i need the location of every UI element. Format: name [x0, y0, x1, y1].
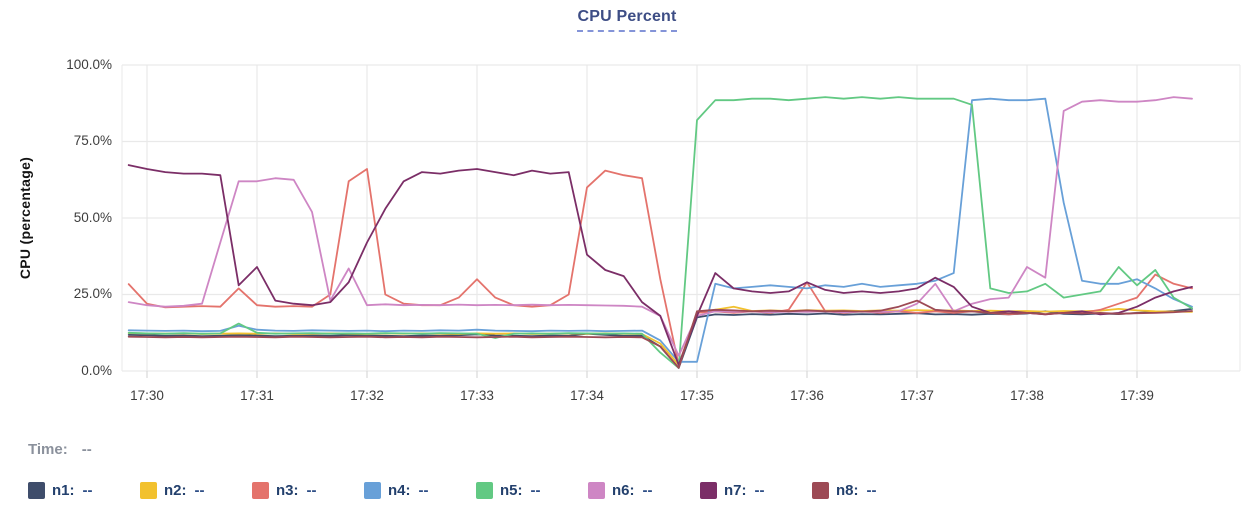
legend-label-n8: n8:: [836, 482, 859, 499]
x-tick-1735: 17:35: [680, 388, 714, 403]
x-tick-1738: 17:38: [1010, 388, 1044, 403]
y-tick-25: 25.0%: [73, 286, 112, 301]
x-tick-1736: 17:36: [790, 388, 824, 403]
legend-value-n5: --: [530, 482, 541, 499]
legend-swatch-n3: [252, 482, 269, 499]
y-tick-50: 50.0%: [73, 210, 112, 225]
x-tick-1737: 17:37: [900, 388, 934, 403]
x-tick-1732: 17:32: [350, 388, 384, 403]
y-tick-75: 75.0%: [73, 133, 112, 148]
legend-label-n1: n1:: [52, 482, 75, 499]
legend-label-n5: n5:: [500, 482, 523, 499]
series-line-n4: [127, 97, 1193, 363]
legend-value-n3: --: [306, 482, 317, 499]
legend-label-n4: n4:: [388, 482, 411, 499]
legend-item-n6[interactable]: n6: --: [588, 482, 700, 499]
chart-header: CPU Percent: [0, 8, 1254, 32]
chart-plot-area[interactable]: [0, 0, 1254, 425]
time-readout-value: --: [81, 441, 92, 458]
legend-swatch-n8: [812, 482, 829, 499]
legend-value-n1: --: [82, 482, 93, 499]
legend-swatch-n1: [28, 482, 45, 499]
time-readout-label: Time:: [28, 441, 68, 458]
series-line-n7: [127, 164, 1193, 366]
legend-item-n8[interactable]: n8: --: [812, 482, 924, 499]
legend-value-n6: --: [642, 482, 653, 499]
chart-legend: n1: -- n2: -- n3: -- n4: -- n5: -- n6: -…: [28, 482, 924, 499]
legend-value-n8: --: [866, 482, 877, 499]
x-tick-1734: 17:34: [570, 388, 604, 403]
y-tick-100: 100.0%: [66, 57, 112, 72]
legend-item-n4[interactable]: n4: --: [364, 482, 476, 499]
legend-label-n3: n3:: [276, 482, 299, 499]
legend-value-n4: --: [418, 482, 429, 499]
legend-label-n7: n7:: [724, 482, 747, 499]
legend-item-n1[interactable]: n1: --: [28, 482, 140, 499]
y-tick-0: 0.0%: [81, 363, 112, 378]
legend-swatch-n4: [364, 482, 381, 499]
x-tick-1739: 17:39: [1120, 388, 1154, 403]
legend-label-n6: n6:: [612, 482, 635, 499]
legend-label-n2: n2:: [164, 482, 187, 499]
legend-swatch-n5: [476, 482, 493, 499]
x-tick-1733: 17:33: [460, 388, 494, 403]
series-line-n8: [127, 299, 1193, 369]
legend-swatch-n6: [588, 482, 605, 499]
legend-swatch-n7: [700, 482, 717, 499]
legend-item-n2[interactable]: n2: --: [140, 482, 252, 499]
legend-item-n3[interactable]: n3: --: [252, 482, 364, 499]
time-readout: Time: --: [28, 441, 92, 458]
legend-item-n5[interactable]: n5: --: [476, 482, 588, 499]
legend-item-n7[interactable]: n7: --: [700, 482, 812, 499]
legend-value-n2: --: [194, 482, 205, 499]
legend-swatch-n2: [140, 482, 157, 499]
legend-value-n7: --: [754, 482, 765, 499]
page-title: CPU Percent: [577, 8, 677, 32]
x-tick-1731: 17:31: [240, 388, 274, 403]
x-tick-1730: 17:30: [130, 388, 164, 403]
series-line-n5: [127, 96, 1193, 369]
